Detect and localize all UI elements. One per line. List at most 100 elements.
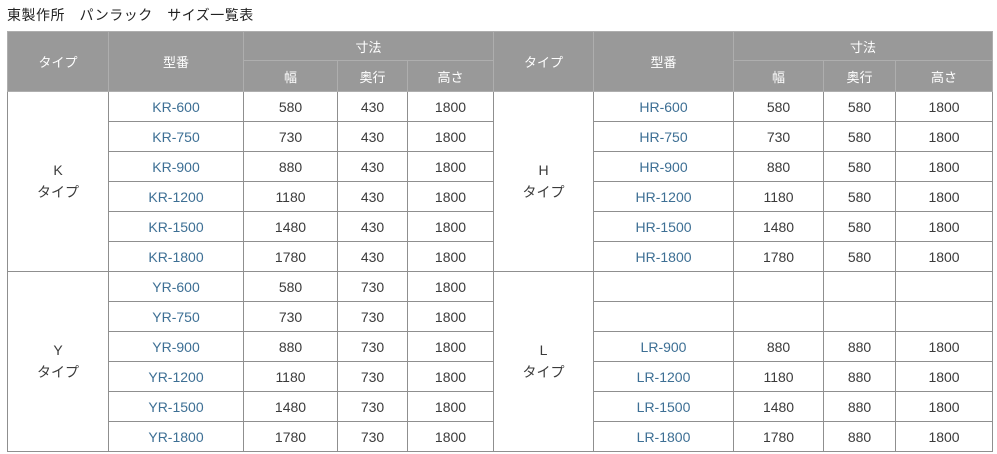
model-link[interactable]: KR-750 bbox=[152, 128, 200, 145]
model-link[interactable]: YR-1500 bbox=[148, 398, 204, 415]
height-cell: 1800 bbox=[895, 421, 994, 452]
depth-cell: 730 bbox=[337, 421, 408, 452]
type-group-y: Y タイプ bbox=[7, 271, 109, 452]
depth-cell bbox=[823, 301, 897, 332]
header-depth-right: 奥行 bbox=[823, 60, 897, 92]
table-row: YR-750 730 730 1800 bbox=[8, 301, 994, 332]
model-link[interactable]: HR-1200 bbox=[635, 188, 692, 205]
model-link[interactable]: YR-750 bbox=[152, 308, 200, 325]
model-cell: LR-1200 bbox=[593, 361, 735, 392]
depth-cell: 730 bbox=[337, 301, 408, 332]
depth-cell: 580 bbox=[823, 151, 897, 182]
width-cell: 1780 bbox=[243, 241, 338, 272]
depth-cell: 880 bbox=[823, 421, 897, 452]
table-row: YR-1800 1780 730 1800 LR-1800 1780 880 1… bbox=[8, 421, 994, 452]
height-cell: 1800 bbox=[895, 241, 994, 272]
height-cell: 1800 bbox=[406, 391, 495, 422]
width-cell: 1780 bbox=[243, 421, 338, 452]
model-link[interactable]: KR-1800 bbox=[148, 248, 204, 265]
model-link[interactable]: LR-1500 bbox=[636, 398, 691, 415]
height-cell: 1800 bbox=[406, 421, 495, 452]
height-cell: 1800 bbox=[895, 151, 994, 182]
table-row: YR-1500 1480 730 1800 LR-1500 1480 880 1… bbox=[8, 391, 994, 422]
model-link[interactable]: KR-900 bbox=[152, 158, 200, 175]
model-link[interactable]: YR-1200 bbox=[148, 368, 204, 385]
model-link[interactable]: YR-1800 bbox=[148, 428, 204, 445]
depth-cell: 430 bbox=[337, 151, 408, 182]
model-link[interactable]: LR-900 bbox=[640, 338, 687, 355]
header-model-right: 型番 bbox=[593, 31, 735, 92]
table-row: KR-750 730 430 1800 HR-750 730 580 1800 bbox=[8, 121, 994, 152]
width-cell: 730 bbox=[733, 121, 825, 152]
width-cell bbox=[733, 301, 825, 332]
depth-cell: 580 bbox=[823, 91, 897, 122]
depth-cell: 430 bbox=[337, 241, 408, 272]
height-cell: 1800 bbox=[895, 211, 994, 242]
table-row: KR-1800 1780 430 1800 HR-1800 1780 580 1… bbox=[8, 241, 994, 272]
width-cell: 580 bbox=[243, 271, 338, 302]
width-cell: 880 bbox=[733, 151, 825, 182]
table-row: Y タイプ YR-600 580 730 1800 L タイプ bbox=[7, 271, 994, 452]
depth-cell: 880 bbox=[823, 391, 897, 422]
table-row: KR-1500 1480 430 1800 HR-1500 1480 580 1… bbox=[8, 211, 994, 242]
model-cell: LR-1500 bbox=[593, 391, 735, 422]
model-cell: YR-1200 bbox=[108, 361, 244, 392]
width-cell: 1180 bbox=[733, 181, 825, 212]
model-cell: KR-1800 bbox=[108, 241, 244, 272]
model-link[interactable]: YR-900 bbox=[152, 338, 200, 355]
height-cell: 1800 bbox=[406, 211, 495, 242]
depth-cell: 730 bbox=[337, 271, 408, 302]
header-height-right: 高さ bbox=[895, 60, 994, 92]
width-cell: 1480 bbox=[733, 211, 825, 242]
header-depth-left: 奥行 bbox=[337, 60, 408, 92]
depth-cell: 880 bbox=[823, 331, 897, 362]
table-row: YR-900 880 730 1800 LR-900 880 880 1800 bbox=[8, 331, 994, 362]
height-cell: 1800 bbox=[895, 121, 994, 152]
height-cell: 1800 bbox=[406, 271, 495, 302]
model-link[interactable]: LR-1800 bbox=[636, 428, 691, 445]
header-dimensions-left: 寸法 bbox=[242, 31, 495, 61]
model-cell: HR-900 bbox=[593, 151, 735, 182]
model-cell: YR-750 bbox=[108, 301, 244, 332]
table-row: K タイプ KR-600 580 430 1800 H タイプ HR-600 580… bbox=[7, 91, 994, 272]
height-cell: 1800 bbox=[895, 91, 994, 122]
model-link[interactable]: KR-1200 bbox=[148, 188, 204, 205]
page-title: 東製作所 パンラック サイズ一覧表 bbox=[7, 7, 254, 23]
model-cell: LR-1800 bbox=[593, 421, 735, 452]
depth-cell: 580 bbox=[823, 181, 897, 212]
model-link[interactable]: HR-600 bbox=[639, 98, 688, 115]
depth-cell: 730 bbox=[337, 391, 408, 422]
height-cell: 1800 bbox=[406, 301, 495, 332]
model-link[interactable]: LR-1200 bbox=[636, 368, 691, 385]
depth-cell: 430 bbox=[337, 91, 408, 122]
model-cell: KR-1200 bbox=[108, 181, 244, 212]
depth-cell bbox=[823, 271, 897, 302]
width-cell: 1780 bbox=[733, 241, 825, 272]
depth-cell: 880 bbox=[823, 361, 897, 392]
header-model-left: 型番 bbox=[108, 31, 244, 92]
depth-cell: 430 bbox=[337, 211, 408, 242]
width-cell: 1480 bbox=[733, 391, 825, 422]
model-cell: LR-900 bbox=[593, 331, 735, 362]
width-cell: 1480 bbox=[243, 211, 338, 242]
height-cell bbox=[895, 301, 994, 332]
size-table: タイプ 型番 寸法 タイプ 型番 寸法 幅 奥行 高さ 幅 奥行 高さ K タイプ… bbox=[7, 31, 994, 452]
depth-cell: 580 bbox=[823, 211, 897, 242]
model-cell: KR-900 bbox=[108, 151, 244, 182]
model-cell: HR-1200 bbox=[593, 181, 735, 212]
model-link[interactable]: HR-1500 bbox=[635, 218, 692, 235]
model-link[interactable]: HR-750 bbox=[639, 128, 688, 145]
header-type-right: タイプ bbox=[493, 31, 595, 92]
table-row: KR-1200 1180 430 1800 HR-1200 1180 580 1… bbox=[8, 181, 994, 212]
model-link[interactable]: YR-600 bbox=[152, 278, 200, 295]
width-cell: 1480 bbox=[243, 391, 338, 422]
model-cell: YR-1500 bbox=[108, 391, 244, 422]
depth-cell: 580 bbox=[823, 241, 897, 272]
model-link[interactable]: KR-600 bbox=[152, 98, 200, 115]
height-cell bbox=[895, 271, 994, 302]
model-link[interactable]: KR-1500 bbox=[148, 218, 204, 235]
width-cell: 730 bbox=[243, 301, 338, 332]
model-link[interactable]: HR-1800 bbox=[635, 248, 692, 265]
height-cell: 1800 bbox=[406, 361, 495, 392]
model-link[interactable]: HR-900 bbox=[639, 158, 688, 175]
